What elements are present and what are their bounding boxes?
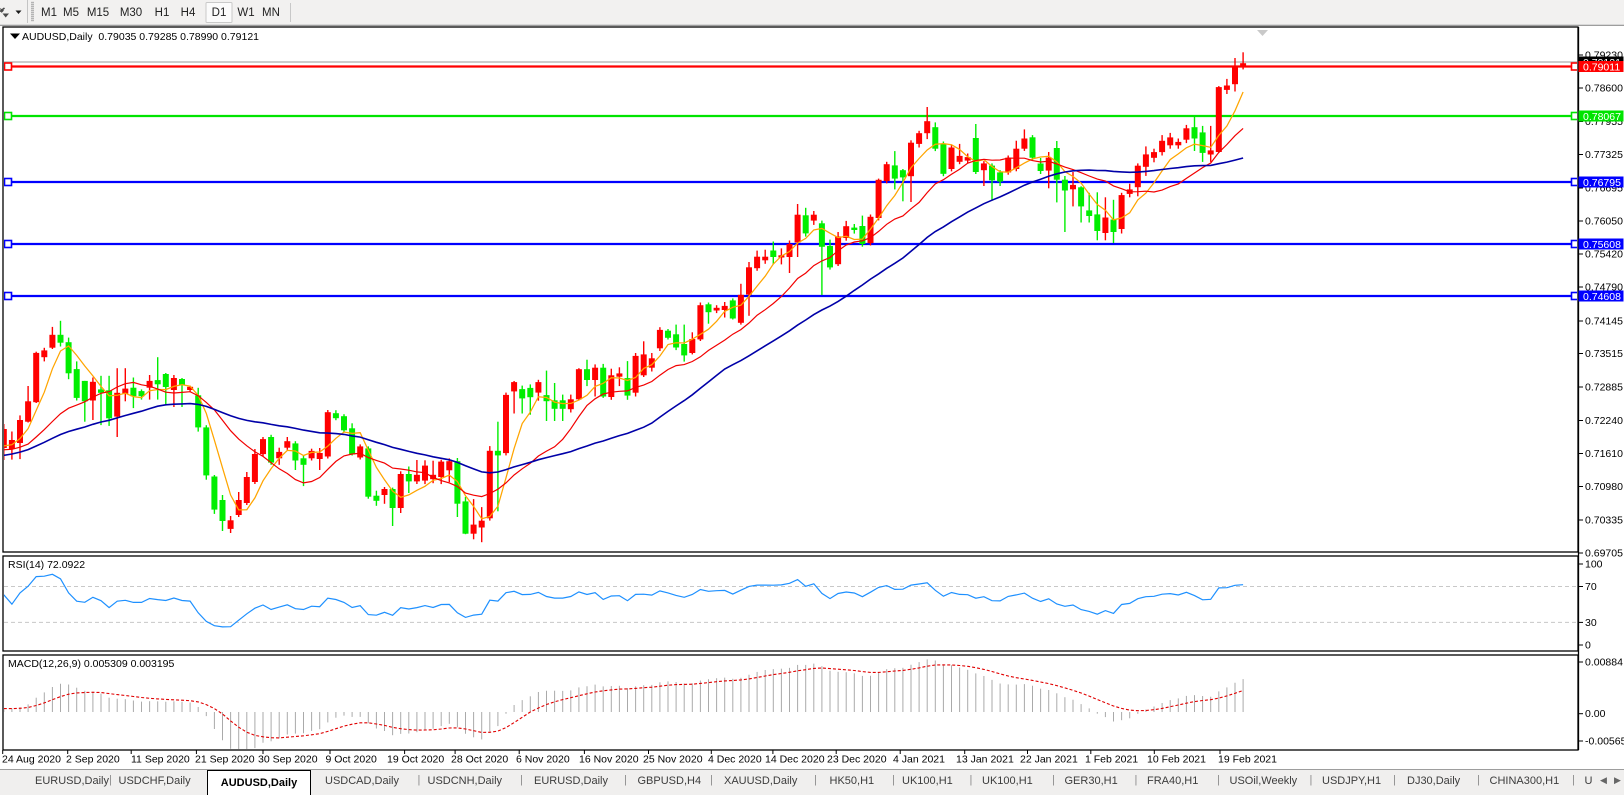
svg-text:19 Feb 2021: 19 Feb 2021: [1218, 754, 1277, 766]
svg-text:H4: H4: [181, 7, 196, 19]
svg-text:H1: H1: [155, 7, 170, 19]
svg-text:0.76050: 0.76050: [1585, 216, 1623, 228]
svg-text:0.78067: 0.78067: [1583, 111, 1621, 123]
svg-text:23 Dec 2020: 23 Dec 2020: [827, 754, 887, 766]
svg-text:0.79011: 0.79011: [1583, 61, 1620, 73]
svg-text:M1: M1: [41, 7, 57, 19]
svg-text:11 Sep 2020: 11 Sep 2020: [131, 754, 190, 766]
svg-text:0.78600: 0.78600: [1585, 83, 1623, 95]
svg-text:0.72240: 0.72240: [1585, 415, 1623, 427]
svg-text:13 Jan 2021: 13 Jan 2021: [956, 754, 1014, 766]
svg-text:0.70335: 0.70335: [1585, 515, 1623, 527]
svg-text:0.74145: 0.74145: [1585, 316, 1623, 328]
svg-text:2 Sep 2020: 2 Sep 2020: [66, 754, 120, 766]
svg-text:100: 100: [1585, 559, 1603, 571]
svg-text:1 Feb 2021: 1 Feb 2021: [1085, 754, 1138, 766]
svg-text:0.75608: 0.75608: [1583, 239, 1621, 251]
svg-text:0.69705: 0.69705: [1585, 548, 1623, 560]
svg-text:9 Oct 2020: 9 Oct 2020: [326, 754, 378, 766]
svg-text:MN: MN: [262, 7, 280, 19]
svg-text:0.74608: 0.74608: [1583, 291, 1621, 303]
svg-text:M5: M5: [63, 7, 79, 19]
svg-text:0.71610: 0.71610: [1585, 448, 1623, 460]
svg-text:30: 30: [1585, 617, 1597, 629]
svg-text:M30: M30: [120, 7, 142, 19]
svg-text:4 Dec 2020: 4 Dec 2020: [708, 754, 762, 766]
svg-text:16 Nov 2020: 16 Nov 2020: [579, 754, 639, 766]
svg-text:0.75420: 0.75420: [1585, 249, 1623, 261]
svg-text:0.76795: 0.76795: [1583, 177, 1621, 189]
svg-text:6 Nov 2020: 6 Nov 2020: [516, 754, 570, 766]
svg-text:0.73515: 0.73515: [1585, 348, 1623, 360]
svg-text:MACD(12,26,9) 0.005309 0.00319: MACD(12,26,9) 0.005309 0.003195: [8, 658, 175, 670]
svg-text:70: 70: [1585, 581, 1597, 593]
svg-text:-0.005651: -0.005651: [1585, 736, 1624, 748]
svg-text:0.00884: 0.00884: [1585, 657, 1623, 669]
svg-text:M15: M15: [87, 7, 109, 19]
svg-text:0: 0: [1585, 640, 1591, 652]
svg-text:0.70980: 0.70980: [1585, 481, 1623, 493]
svg-text:19 Oct 2020: 19 Oct 2020: [387, 754, 444, 766]
svg-text:22 Jan 2021: 22 Jan 2021: [1020, 754, 1078, 766]
svg-text:14 Dec 2020: 14 Dec 2020: [765, 754, 825, 766]
svg-text:28 Oct 2020: 28 Oct 2020: [451, 754, 508, 766]
svg-text:30 Sep 2020: 30 Sep 2020: [258, 754, 318, 766]
svg-text:RSI(14) 72.0922: RSI(14) 72.0922: [8, 559, 85, 571]
svg-text:W1: W1: [237, 7, 254, 19]
svg-text:AUDUSD,Daily 0.79035 0.79285: AUDUSD,Daily 0.79035 0.79285 0.78990 0.7…: [22, 31, 259, 43]
svg-text:25 Nov 2020: 25 Nov 2020: [643, 754, 703, 766]
svg-text:0.72885: 0.72885: [1585, 382, 1623, 394]
svg-text:D1: D1: [212, 7, 227, 19]
svg-text:4 Jan 2021: 4 Jan 2021: [893, 754, 945, 766]
svg-text:24 Aug 2020: 24 Aug 2020: [2, 754, 61, 766]
svg-text:0.77325: 0.77325: [1585, 149, 1623, 161]
svg-text:0.00: 0.00: [1585, 708, 1606, 720]
svg-text:10 Feb 2021: 10 Feb 2021: [1147, 754, 1206, 766]
svg-text:21 Sep 2020: 21 Sep 2020: [195, 754, 255, 766]
